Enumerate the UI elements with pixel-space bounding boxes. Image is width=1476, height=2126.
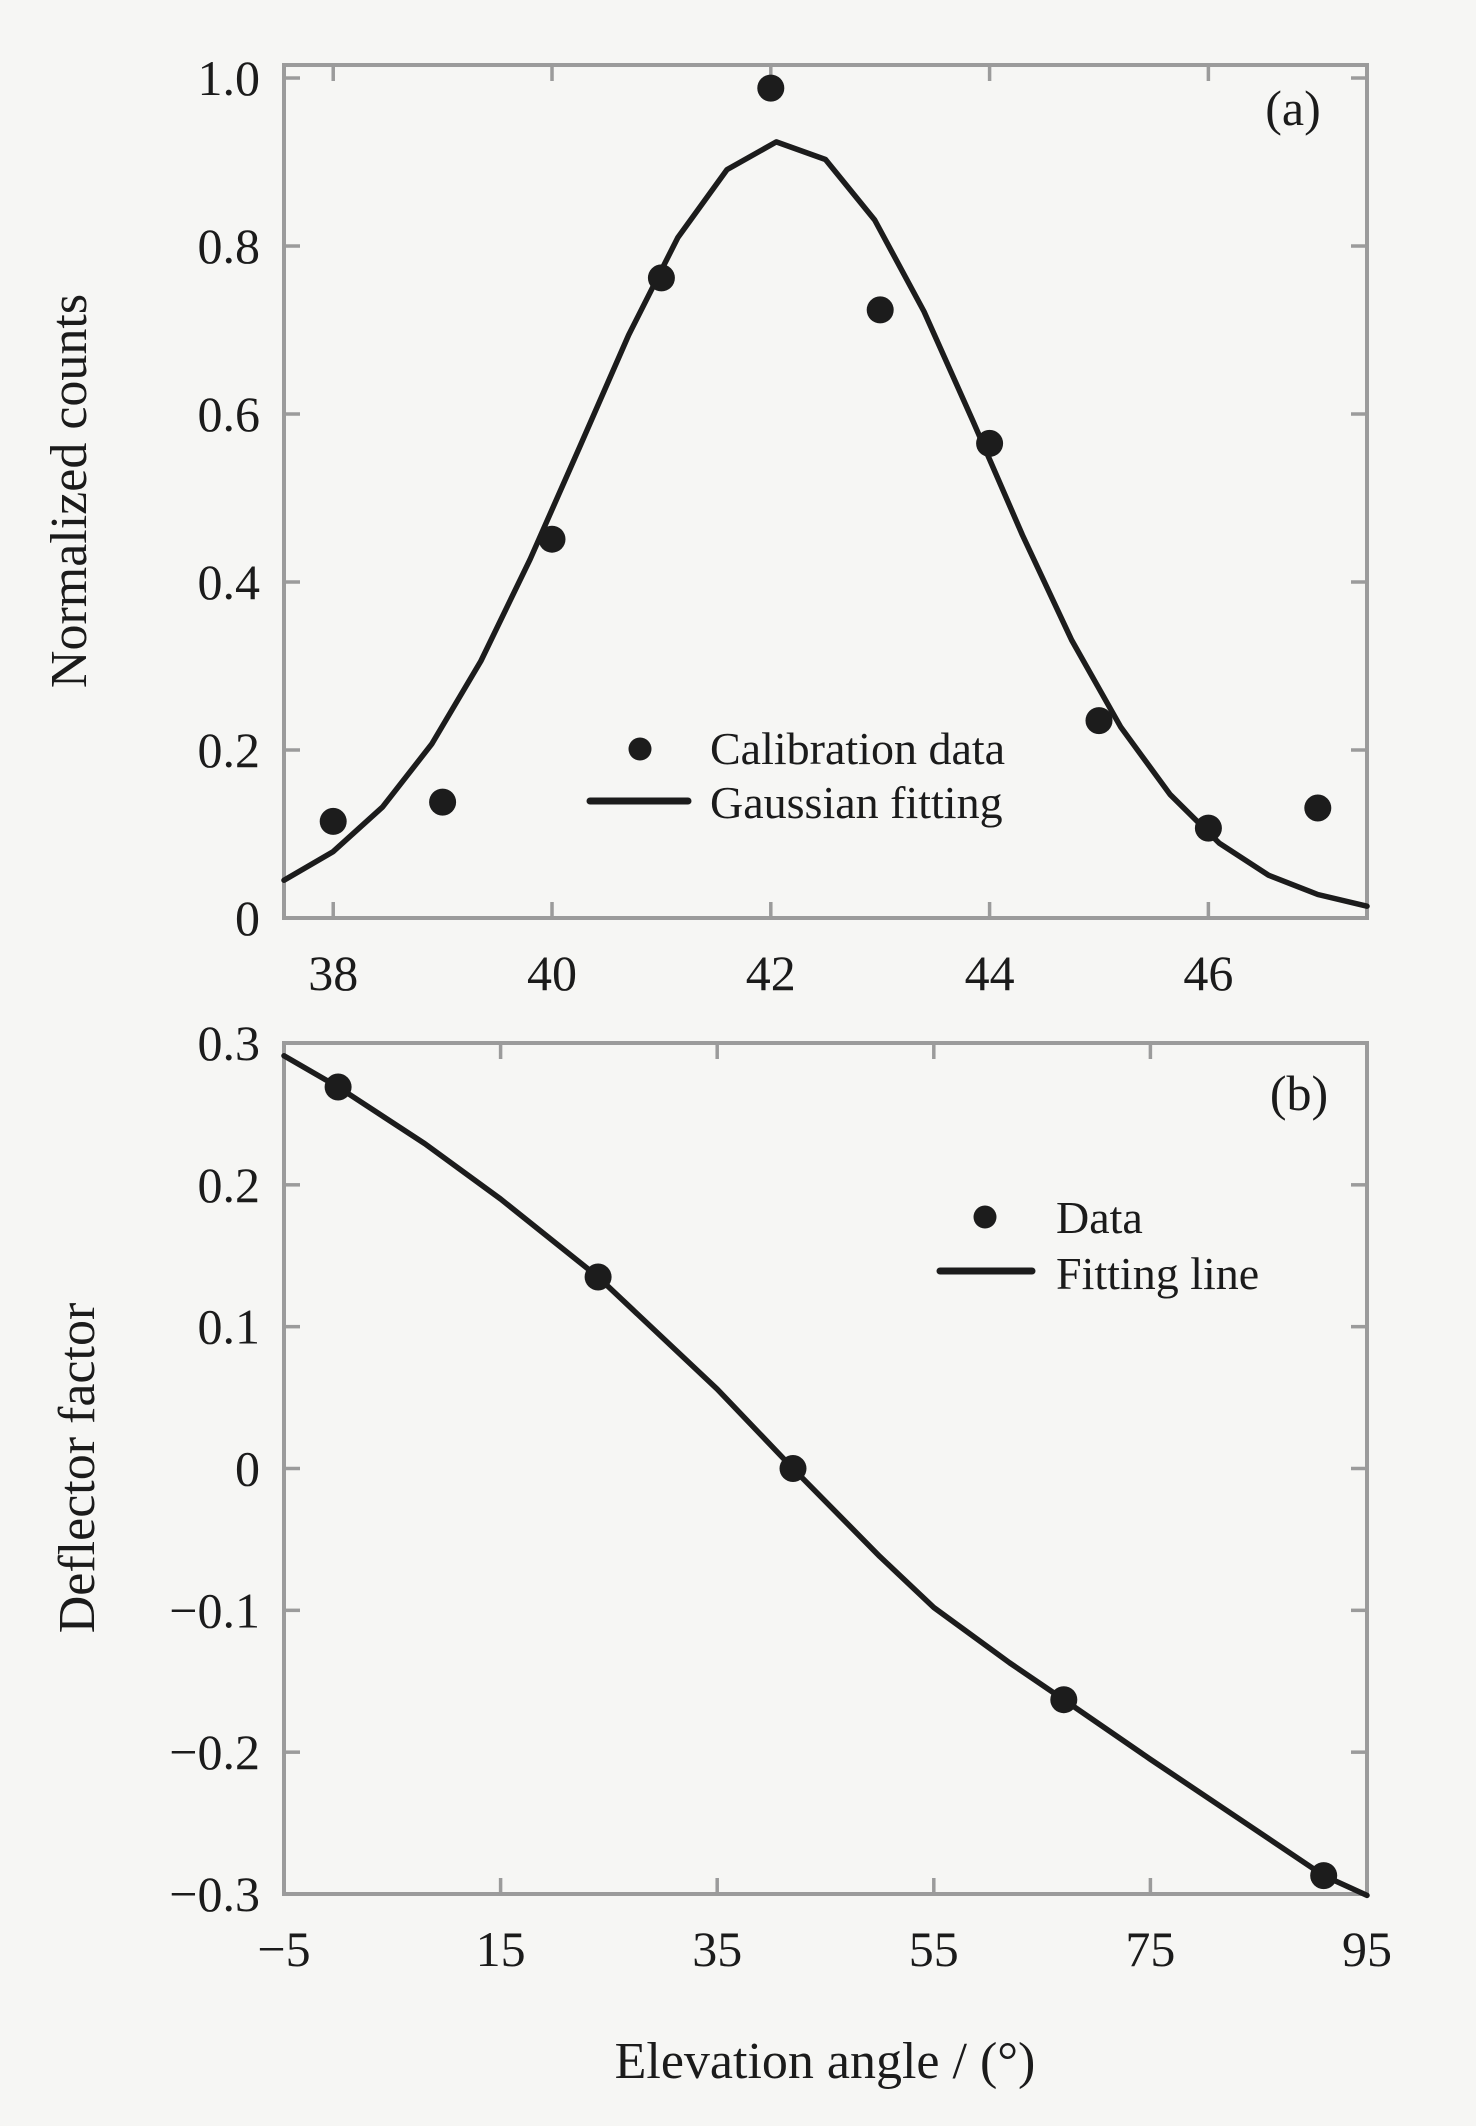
data-point: [866, 296, 894, 324]
axes-frame: [282, 1041, 1369, 1896]
data-point: [429, 788, 457, 816]
legend-label-gaussian-fitting: Gaussian fitting: [710, 777, 1003, 828]
legend-label-fitting-line: Fitting line: [1056, 1248, 1259, 1299]
y-tick-label: 0: [235, 890, 260, 946]
fit-curve: [281, 139, 1370, 909]
panel-b: −5 15 35 55 75 95 −0.3 −0.2 −0.1 0 0.1 0.2 0.3 Data …: [49, 1015, 1392, 2090]
panel-a: 38 40 42 44 46 0 0.2 0.4 0.6 0.8 1.0 Calibration d…: [41, 50, 1370, 1001]
y-tick-label: 0.2: [198, 722, 261, 778]
data-point: [319, 807, 347, 835]
y-tick-label: 0.1: [198, 1299, 261, 1355]
panel-a-legend: Calibration data Gaussian fitting: [586, 723, 1005, 828]
panel-a-y-axis-title: Normalized counts: [41, 294, 98, 688]
data-point: [1085, 707, 1113, 735]
fit-curve: [281, 1053, 1370, 1899]
data-point: [647, 264, 675, 292]
panel-a-plot: [281, 74, 1370, 909]
data-point: [779, 1455, 807, 1482]
data-point: [1310, 1862, 1338, 1890]
data-point: [1194, 814, 1222, 842]
data-point: [324, 1073, 352, 1101]
panel-b-axes: −5 15 35 55 75 95 −0.3 −0.2 −0.1 0 0.1 0.2 0.3: [169, 1015, 1392, 1977]
data-point: [1304, 794, 1332, 822]
y-tick-label: −0.3: [169, 1866, 260, 1922]
y-tick-label: 0.3: [198, 1015, 261, 1071]
panel-b-label: (b): [1270, 1065, 1328, 1121]
x-tick-label: −5: [257, 1921, 310, 1977]
legend-marker-calibration-data-icon: [628, 737, 652, 761]
panel-b-y-axis-title: Deflector factor: [49, 1303, 106, 1634]
x-tick-label: 38: [308, 945, 358, 1001]
data-point: [757, 74, 785, 102]
x-axis-title: Elevation angle / (°): [615, 2033, 1036, 2090]
y-tick-label: −0.1: [169, 1582, 260, 1638]
y-tick-label: 0.6: [198, 386, 261, 442]
x-tick-label: 75: [1125, 1921, 1175, 1977]
y-tick-label: 0.4: [198, 554, 261, 610]
y-tick-label: 0: [235, 1441, 260, 1497]
x-tick-label: 95: [1342, 1921, 1392, 1977]
data-point: [584, 1263, 612, 1291]
panel-b-plot: [281, 1053, 1370, 1899]
y-tick-label: 0.2: [198, 1157, 261, 1213]
x-tick-label: 55: [909, 1921, 959, 1977]
x-tick-label: 15: [476, 1921, 526, 1977]
x-tick-label: 35: [692, 1921, 742, 1977]
y-tick-label: 0.8: [198, 218, 261, 274]
y-tick-label: 1.0: [198, 50, 261, 106]
x-tick-label: 44: [965, 945, 1015, 1001]
legend-label-data: Data: [1056, 1192, 1143, 1243]
data-point: [976, 429, 1004, 457]
x-tick-label: 42: [746, 945, 796, 1001]
data-point: [538, 525, 566, 553]
panel-a-axes: 38 40 42 44 46 0 0.2 0.4 0.6 0.8 1.0: [198, 50, 1369, 1001]
panel-a-label: (a): [1265, 80, 1321, 136]
x-tick-label: 40: [527, 945, 577, 1001]
legend-marker-data-icon: [973, 1205, 997, 1229]
y-tick-label: −0.2: [169, 1724, 260, 1780]
data-point: [1050, 1686, 1078, 1714]
legend-label-calibration-data: Calibration data: [710, 723, 1005, 774]
panel-b-legend: Data Fitting line: [936, 1192, 1259, 1299]
x-tick-label: 46: [1183, 945, 1233, 1001]
